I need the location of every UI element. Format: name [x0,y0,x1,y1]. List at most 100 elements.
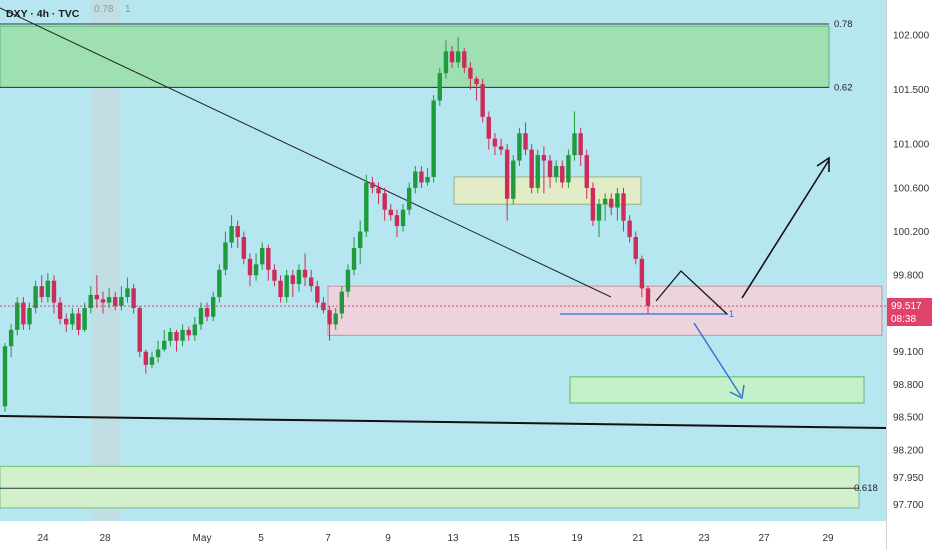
fib-level-label: 0.62 [834,82,853,93]
candle-body [8,329,14,347]
candle-body [290,275,296,284]
candle-body [15,302,20,330]
candle-body [394,215,400,227]
candle-body [327,310,332,325]
candle-body [517,133,522,161]
candle-body [137,308,142,352]
candle-body [590,187,596,221]
candle-body [125,288,130,298]
candle-body [192,324,198,336]
x-tick-label: 7 [325,533,331,544]
candle-body [609,198,614,208]
candle-body [535,155,540,188]
candle-body [468,67,473,79]
candle-body [504,149,510,199]
candle-body [211,297,216,317]
y-tick-label: 98.500 [893,413,924,424]
candle-body [39,286,44,298]
candle-body [284,275,289,298]
target-zone [569,376,865,404]
candle-body [155,349,161,358]
symbol-label[interactable]: DXY · 4h · TVC [6,8,80,20]
candle-body [27,308,32,325]
candle-body [296,269,302,284]
candle-body [486,116,491,139]
candle-body [21,302,26,325]
candle-body [541,155,547,161]
candle-body [113,297,118,306]
y-tick-label: 100.200 [893,227,930,238]
candle-body [413,171,418,188]
supply-zone-upper [0,25,830,88]
candle-body [131,288,136,309]
candle-body [584,155,589,188]
candle-body [143,351,149,365]
y-tick-label: 100.600 [893,183,930,194]
candle-body [241,237,247,259]
x-tick-label: 23 [698,533,710,544]
candle-body [119,297,124,306]
candle-body [406,187,412,210]
x-tick-label: 9 [385,533,391,544]
candle-body [2,346,8,407]
candle-body [278,280,283,298]
candle-body [33,286,38,309]
x-tick-label: 5 [258,533,264,544]
candle-body [57,302,63,319]
candle-body [364,182,369,232]
candle-body [462,51,467,68]
x-tick-label: 15 [508,533,520,544]
candle-body [260,247,265,265]
candle-body [511,160,516,199]
candle-body [88,294,93,309]
y-tick-label: 98.200 [893,446,924,457]
price-badge-countdown: 08:38 [891,314,916,325]
candle-body [204,308,210,317]
candle-body [425,176,430,183]
candle-body [223,242,228,270]
candle-body [149,357,155,365]
y-tick-label: 101.000 [893,140,930,151]
candle-body [168,332,173,341]
descending-trendline [0,7,612,298]
candle-body [449,51,455,63]
candle-body [633,237,638,259]
projection-path [655,270,728,315]
support-trendline [0,415,887,429]
price-badge-value: 99.517 [891,301,922,312]
candle-body [162,340,167,350]
candle-body [621,193,626,221]
candle-body [382,193,387,210]
candle-body [553,166,559,177]
time-axis-panel [0,521,886,550]
y-tick-label: 98.800 [893,380,924,391]
ray-label: 1 [729,309,734,319]
candle-body [321,302,326,311]
candle-body [498,146,504,150]
candle-body [492,138,498,147]
marker-value: 0.78 [94,4,114,15]
candle-body [627,220,632,238]
y-tick-label: 101.500 [893,85,930,96]
candle-body [523,133,528,150]
candle-body [400,209,406,227]
marker-count: 1 [125,4,131,15]
candle-body [596,204,602,221]
candle-body [70,313,75,325]
candle-body [345,269,351,292]
candle-body [229,226,234,243]
y-tick-label: 97.950 [893,473,924,484]
candle-body [376,187,381,194]
bearish-arrow-head [729,384,745,400]
bottom-zone [0,465,860,509]
candle-body [645,288,651,306]
candle-body [437,73,442,101]
candle-body [566,155,571,183]
candle-body [217,269,222,298]
candle-body [266,247,271,270]
candle-body [198,308,204,325]
candle-body [572,133,577,156]
candle-body [431,100,436,177]
candle-body [370,182,375,188]
